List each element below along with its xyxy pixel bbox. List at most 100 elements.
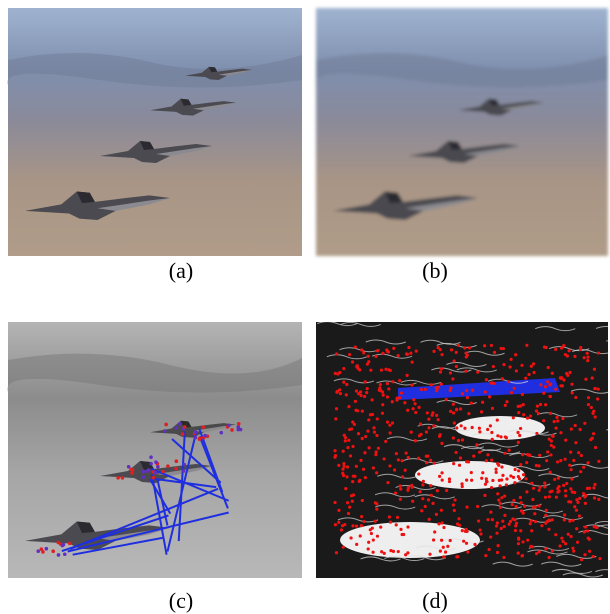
keypoint xyxy=(453,359,456,362)
keypoint xyxy=(542,419,545,422)
keypoint xyxy=(337,509,340,512)
keypoint xyxy=(449,389,452,392)
keypoint xyxy=(425,461,428,464)
keypoint xyxy=(574,396,577,399)
keypoint xyxy=(355,525,358,528)
keypoint xyxy=(511,517,514,520)
keypoint xyxy=(374,520,377,523)
keypoint xyxy=(509,474,512,477)
keypoint xyxy=(531,498,534,501)
keypoint xyxy=(570,383,573,386)
keypoint xyxy=(335,551,338,554)
keypoint xyxy=(470,402,473,405)
keypoint xyxy=(555,496,558,499)
keypoint xyxy=(590,406,593,409)
keypoint xyxy=(360,348,363,351)
keypoint xyxy=(335,407,338,410)
keypoint xyxy=(496,521,499,524)
keypoint xyxy=(341,468,344,471)
keypoint xyxy=(387,350,390,353)
keypoint xyxy=(514,468,517,471)
keypoint xyxy=(548,438,551,441)
page: {"figure": {"panels": [{"caption": "(a)"… xyxy=(0,0,610,614)
keypoint xyxy=(346,501,349,504)
keypoint xyxy=(380,369,383,372)
keypoint xyxy=(374,501,377,504)
keypoint xyxy=(336,372,339,375)
keypoint xyxy=(559,384,562,387)
keypoint xyxy=(410,484,413,487)
keypoint xyxy=(579,428,582,431)
keypoint xyxy=(335,352,338,355)
keypoint xyxy=(518,434,521,437)
keypoint xyxy=(442,546,445,549)
panel-a xyxy=(7,8,302,256)
keypoint xyxy=(433,530,436,533)
keypoint xyxy=(450,348,453,351)
keypoint xyxy=(406,353,409,356)
keypoint xyxy=(147,468,151,472)
keypoint xyxy=(386,382,389,385)
keypoint xyxy=(363,395,366,398)
keypoint xyxy=(227,424,231,428)
keypoint xyxy=(525,461,528,464)
keypoint xyxy=(559,431,562,434)
keypoint xyxy=(571,547,574,550)
keypoint xyxy=(440,442,443,445)
keypoint xyxy=(522,413,525,416)
keypoint xyxy=(484,483,487,486)
keypoint xyxy=(532,506,535,509)
keypoint xyxy=(334,523,337,526)
keypoint xyxy=(498,484,501,487)
keypoint xyxy=(371,527,374,530)
photo xyxy=(316,8,608,256)
keypoint xyxy=(445,489,448,492)
keypoint xyxy=(554,427,557,430)
keypoint xyxy=(424,505,427,508)
keypoint xyxy=(399,487,402,490)
keypoint xyxy=(389,521,392,524)
keypoint xyxy=(367,446,370,449)
keypoint xyxy=(430,494,433,497)
keypoint xyxy=(567,533,570,536)
keypoint xyxy=(534,520,537,523)
keypoint xyxy=(559,459,562,462)
keypoint xyxy=(485,378,488,381)
keypoint xyxy=(529,414,532,417)
keypoint xyxy=(431,414,434,417)
keypoint xyxy=(367,360,370,363)
keypoint xyxy=(497,544,500,547)
keypoint xyxy=(464,528,467,531)
keypoint xyxy=(156,465,160,469)
keypoint xyxy=(586,359,589,362)
keypoint xyxy=(351,524,354,527)
keypoint xyxy=(355,465,358,468)
keypoint xyxy=(350,494,353,497)
keypoint xyxy=(504,404,507,407)
keypoint xyxy=(486,518,489,521)
keypoint xyxy=(573,355,576,358)
keypoint xyxy=(384,440,387,443)
keypoint xyxy=(440,367,443,370)
keypoint xyxy=(396,516,399,519)
keypoint xyxy=(514,505,517,508)
keypoint xyxy=(381,403,384,406)
keypoint xyxy=(127,465,131,469)
keypoint xyxy=(472,455,475,458)
keypoint xyxy=(202,425,206,429)
keypoint xyxy=(402,533,405,536)
keypoint xyxy=(394,491,397,494)
keypoint xyxy=(544,496,547,499)
keypoint xyxy=(564,542,567,545)
keypoint xyxy=(425,430,428,433)
keypoint xyxy=(344,439,347,442)
keypoint xyxy=(488,395,491,398)
keypoint xyxy=(480,477,483,480)
keypoint xyxy=(582,466,585,469)
keypoint xyxy=(393,468,396,471)
keypoint xyxy=(458,464,461,467)
keypoint xyxy=(536,405,539,408)
keypoint xyxy=(391,380,394,383)
keypoint xyxy=(494,468,497,471)
keypoint xyxy=(569,451,572,454)
